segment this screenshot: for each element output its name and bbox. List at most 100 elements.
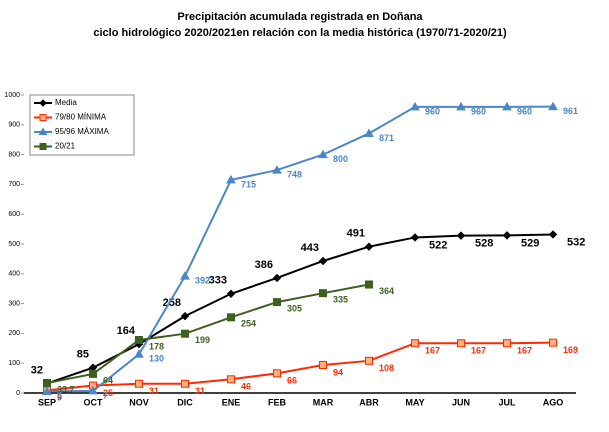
x-tick-label: FEB xyxy=(268,397,287,407)
data-label: 528 xyxy=(475,238,493,250)
data-label: 130 xyxy=(149,354,164,364)
point xyxy=(134,349,144,358)
data-label: 305 xyxy=(287,303,302,313)
point xyxy=(272,273,282,283)
point xyxy=(181,329,189,338)
y-tick-label: 400 xyxy=(8,271,20,278)
x-tick-label: OCT xyxy=(84,397,104,407)
y-tick-label: 700 xyxy=(8,181,20,188)
point xyxy=(180,271,190,280)
y-tick-label: 300 xyxy=(8,300,20,307)
data-label: 491 xyxy=(347,228,365,240)
x-tick-label: MAR xyxy=(313,397,334,407)
point xyxy=(318,256,328,266)
point xyxy=(456,101,466,111)
data-label: 254 xyxy=(241,319,256,329)
point xyxy=(549,338,557,347)
data-label: 167 xyxy=(471,346,486,356)
point xyxy=(503,339,511,348)
series-line xyxy=(46,283,370,384)
y-tick-label: 1000 xyxy=(4,92,20,99)
data-label: 33,7 xyxy=(57,384,75,394)
legend-label: 95/96 MÁXIMA xyxy=(55,127,109,136)
y-tick-label: 100 xyxy=(8,360,20,367)
legend-marker xyxy=(39,114,47,121)
y-tick-label: 0 xyxy=(16,390,20,397)
data-label: 392 xyxy=(195,276,210,286)
point xyxy=(43,378,51,387)
x-tick-label: ENE xyxy=(222,397,241,407)
point xyxy=(226,174,236,184)
x-tick-label: NOV xyxy=(129,397,149,407)
data-label: 9 xyxy=(57,393,62,403)
legend-box xyxy=(29,94,135,156)
data-label: 25 xyxy=(103,388,113,398)
legend-label: 20/21 xyxy=(55,142,76,151)
data-label: 169 xyxy=(563,345,578,355)
data-label: 164 xyxy=(117,325,136,337)
data-label: 748 xyxy=(287,169,302,179)
data-label: 333 xyxy=(209,275,227,287)
point xyxy=(180,311,190,321)
point xyxy=(364,242,374,251)
x-tick-label: ABR xyxy=(359,397,379,407)
data-label: 364 xyxy=(379,286,394,296)
x-tick-label: SEP xyxy=(38,397,56,407)
point xyxy=(227,375,235,384)
y-tick-label: 900 xyxy=(8,122,20,129)
chart-subtitle: ciclo hidrológico 2020/2021en relación c… xyxy=(93,27,507,39)
data-label: 960 xyxy=(425,106,440,116)
data-label: 960 xyxy=(517,106,532,116)
legend-marker xyxy=(38,127,48,135)
legend-label: 79/80 MÍNIMA xyxy=(55,113,107,122)
legend: Media 79/80 MÍNIMA 95/96 MÁXIMA 20/21 xyxy=(29,94,135,156)
point xyxy=(365,356,373,365)
data-label: 31 xyxy=(195,386,205,396)
point xyxy=(410,101,420,111)
data-label: 85 xyxy=(77,349,89,361)
point xyxy=(273,369,281,378)
data-label: 335 xyxy=(333,295,348,305)
y-tick-label: 600 xyxy=(8,211,20,218)
data-label: 443 xyxy=(301,242,319,254)
x-tick-label: AGO xyxy=(543,397,564,407)
data-label: 167 xyxy=(425,346,440,356)
point xyxy=(410,233,420,242)
point xyxy=(365,280,373,289)
point xyxy=(548,230,558,239)
data-label: 64 xyxy=(103,375,113,385)
point xyxy=(411,339,419,348)
data-label: 715 xyxy=(241,179,256,189)
series-line xyxy=(46,233,554,385)
point xyxy=(457,339,465,348)
x-tick-label: JUL xyxy=(498,397,516,407)
data-label: 32 xyxy=(31,364,43,376)
data-label: 31 xyxy=(149,386,159,396)
data-label: 199 xyxy=(195,335,210,345)
point xyxy=(89,369,97,378)
x-tick-label: DIC xyxy=(177,397,193,407)
data-label: 960 xyxy=(471,106,486,116)
point xyxy=(135,335,143,344)
point xyxy=(319,289,327,298)
y-tick-label: 800 xyxy=(8,151,20,158)
point xyxy=(502,231,512,240)
point xyxy=(318,149,328,159)
data-label: 529 xyxy=(521,237,539,249)
data-label: 46 xyxy=(241,382,251,392)
y-tick-label: 500 xyxy=(8,241,20,248)
y-tick-label: 200 xyxy=(8,330,20,337)
point xyxy=(364,128,374,137)
data-label: 522 xyxy=(429,239,447,251)
point xyxy=(272,165,282,174)
legend-label: Media xyxy=(55,98,77,107)
data-label: 961 xyxy=(563,106,578,116)
data-label: 66 xyxy=(287,376,297,386)
point xyxy=(42,386,52,396)
legend-marker xyxy=(39,143,47,150)
legend-marker xyxy=(39,99,47,107)
data-label: 871 xyxy=(379,133,394,143)
x-tick-label: JUN xyxy=(452,397,470,407)
point xyxy=(181,379,189,388)
